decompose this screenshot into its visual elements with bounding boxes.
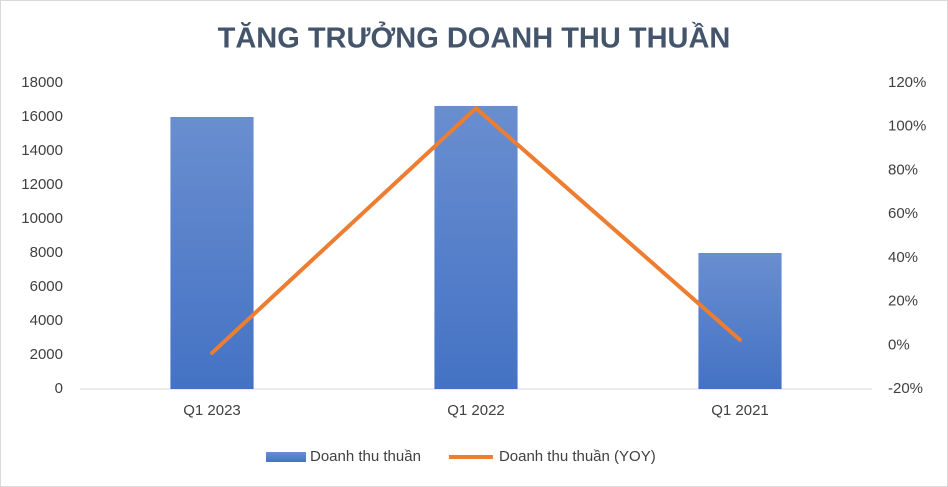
legend-label: Doanh thu thuần (YOY) [499, 448, 656, 465]
y-tick-label: 16000 [21, 108, 63, 125]
y-tick-label: 2000 [30, 346, 63, 363]
y2-tick-label: 20% [888, 293, 918, 310]
y-tick-label: 4000 [30, 312, 63, 329]
bar [434, 105, 518, 389]
y-tick-label: 6000 [30, 278, 63, 295]
y-tick-label: 10000 [21, 210, 63, 227]
x-tick-label: Q1 2021 [711, 402, 769, 419]
y2-tick-label: 60% [888, 205, 918, 222]
y-tick-label: 0 [55, 380, 63, 397]
y-tick-label: 18000 [21, 74, 63, 91]
y-tick-label: 8000 [30, 244, 63, 261]
legend-label: Doanh thu thuần [310, 448, 421, 465]
bar [170, 117, 254, 389]
chart-title: TĂNG TRƯỞNG DOANH THU THUẦN [218, 21, 731, 55]
legend-swatch [266, 452, 306, 462]
y-tick-label: 14000 [21, 142, 63, 159]
y2-tick-label: 40% [888, 249, 918, 266]
x-tick-label: Q1 2022 [447, 402, 505, 419]
y2-tick-label: 120% [888, 74, 926, 91]
y-tick-label: 12000 [21, 176, 63, 193]
y2-tick-label: 80% [888, 161, 918, 178]
bar [698, 253, 782, 389]
y2-tick-label: -20% [888, 380, 923, 397]
y2-tick-label: 0% [888, 336, 910, 353]
x-tick-label: Q1 2023 [183, 402, 241, 419]
line-series [210, 106, 742, 355]
y2-tick-label: 100% [888, 118, 926, 135]
